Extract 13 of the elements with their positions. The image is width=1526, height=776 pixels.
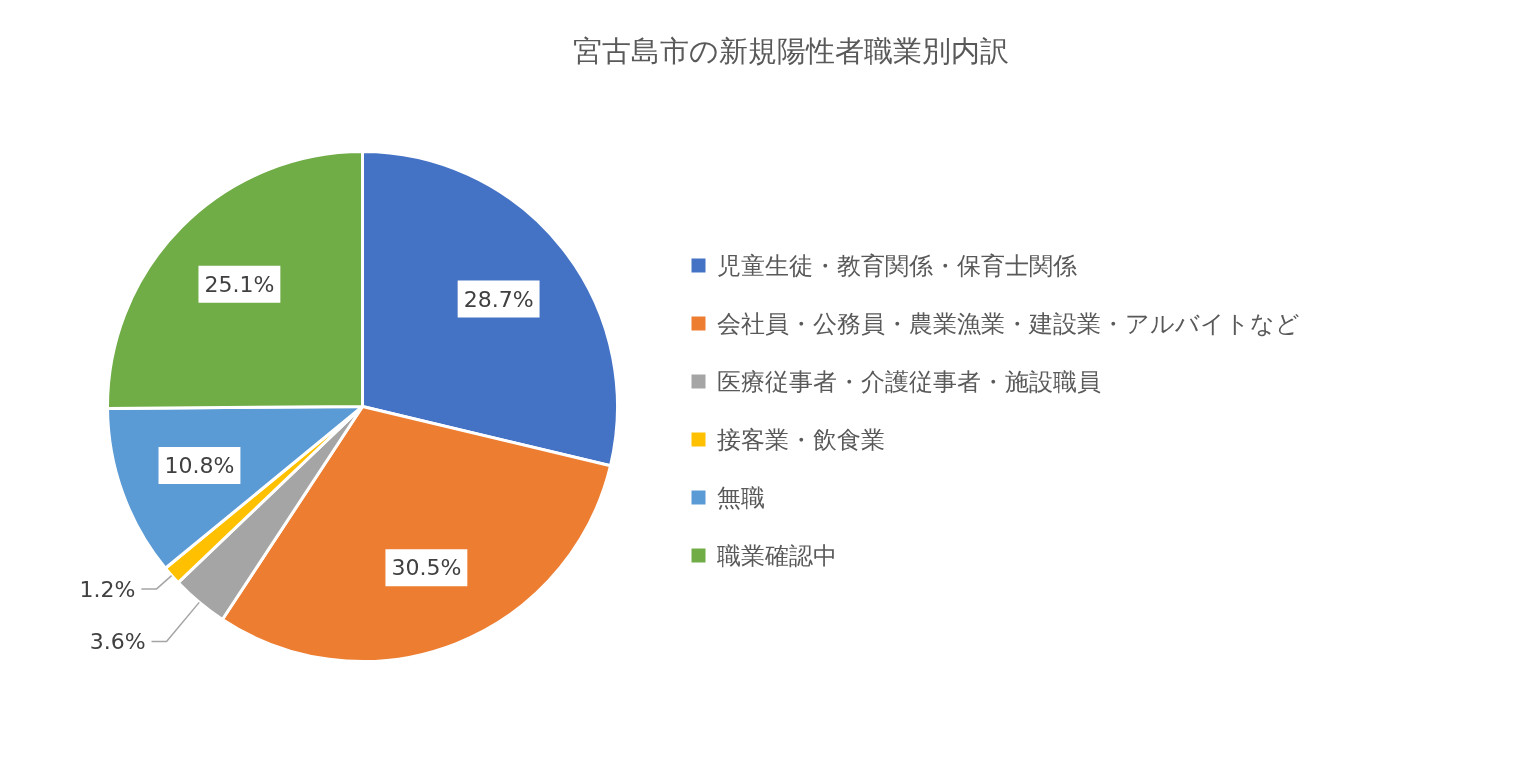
chart-title: 宮古島市の新規陽性者職業別内訳 — [572, 33, 1009, 68]
legend-label: 接客業・飲食業 — [716, 425, 885, 454]
data-label: 25.1% — [204, 271, 275, 297]
legend-label: 無職 — [716, 483, 765, 512]
legend-label: 会社員・公務員・農業漁業・建設業・アルバイトなど — [716, 309, 1300, 338]
data-label: 10.8% — [164, 453, 235, 479]
data-label: 28.7% — [463, 286, 534, 312]
data-label: 3.6% — [89, 629, 146, 655]
data-label: 1.2% — [79, 576, 136, 602]
legend-label: 医療従事者・介護従事者・施設職員 — [716, 367, 1101, 396]
legend-label: 児童生徒・教育関係・保育士関係 — [716, 251, 1077, 280]
legend-label: 職業確認中 — [716, 541, 837, 570]
data-label: 30.5% — [391, 555, 462, 581]
